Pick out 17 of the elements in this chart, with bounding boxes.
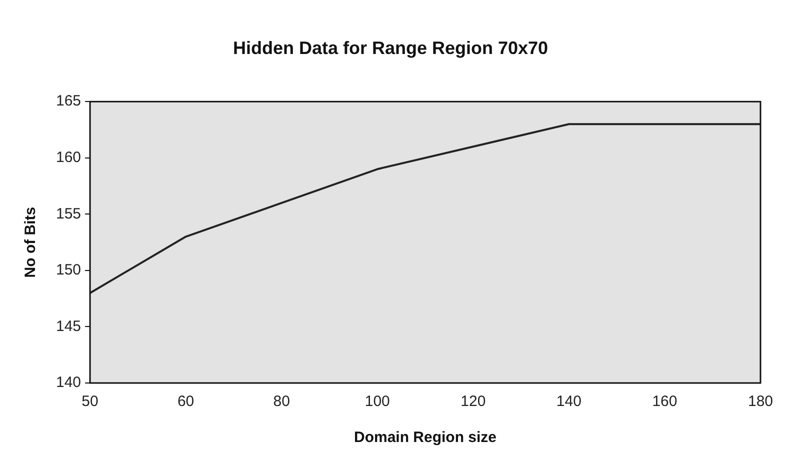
chart-title: Hidden Data for Range Region 70x70 [232, 38, 548, 58]
x-tick-label: 60 [177, 393, 194, 410]
x-tick-label: 50 [82, 393, 98, 410]
x-tick-label: 140 [556, 393, 582, 410]
x-tick-label: 100 [364, 393, 390, 410]
y-tick-label: 140 [56, 374, 82, 392]
y-tick-label: 155 [56, 205, 82, 222]
x-tick-label: 160 [652, 393, 678, 410]
x-axis-title: Domain Region size [354, 429, 497, 446]
x-tick-label: 120 [460, 393, 486, 410]
y-tick-label: 145 [56, 318, 82, 335]
y-tick-label: 160 [56, 149, 82, 166]
x-tick-label: 180 [748, 393, 773, 410]
y-axis-title: No of Bits [22, 206, 40, 278]
y-tick-label: 150 [56, 262, 82, 279]
x-tick-label: 80 [273, 393, 290, 410]
y-tick-label: 165 [56, 92, 82, 110]
